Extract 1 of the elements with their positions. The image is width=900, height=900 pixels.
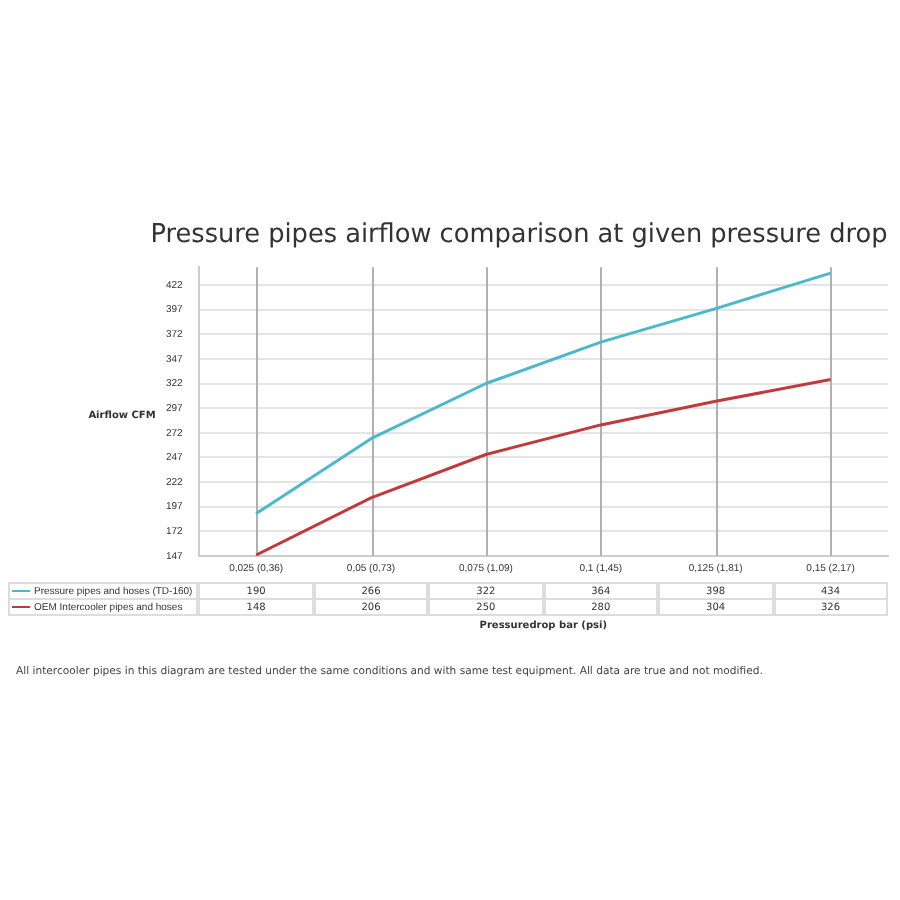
chart-title: Pressure pipes airflow comparison at given pressure drop: [150, 220, 888, 251]
